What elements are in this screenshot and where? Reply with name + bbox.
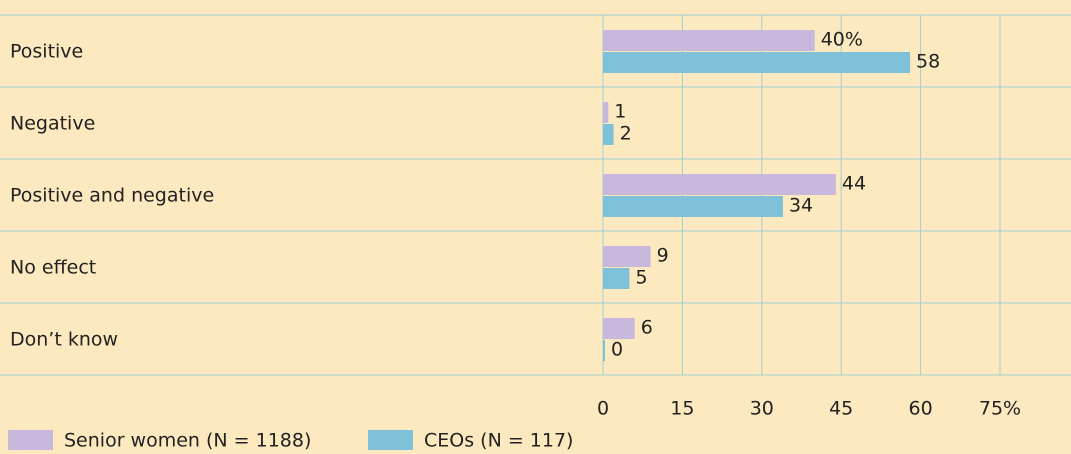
- bar: [603, 52, 911, 73]
- bar: [603, 196, 783, 217]
- legend-label: Senior women (N = 1188): [64, 430, 311, 452]
- x-tick-label: 60: [909, 398, 933, 420]
- bar: [603, 174, 836, 195]
- bar: [603, 246, 651, 267]
- legend-swatch: [8, 430, 53, 450]
- bar: [603, 124, 614, 145]
- x-tick-label: 15: [670, 398, 694, 420]
- bar: [603, 30, 815, 51]
- x-tick-label: 0: [597, 398, 609, 420]
- category-label: Positive: [10, 41, 83, 63]
- value-label: 2: [620, 123, 632, 145]
- value-label: 34: [789, 195, 813, 217]
- x-tick-label: 45: [829, 398, 853, 420]
- x-tick-label: 30: [750, 398, 774, 420]
- value-label: 1: [614, 101, 626, 123]
- value-label: 5: [635, 267, 647, 289]
- value-label: 40%: [821, 29, 863, 51]
- value-label: 6: [641, 317, 653, 339]
- value-label: 0: [611, 339, 623, 361]
- category-label: Negative: [10, 113, 95, 135]
- category-label: Don’t know: [10, 329, 118, 351]
- bar: [603, 318, 635, 339]
- value-label: 44: [842, 173, 866, 195]
- value-label: 9: [657, 245, 669, 267]
- bar: [603, 268, 630, 289]
- category-label: Positive and negative: [10, 185, 214, 207]
- legend-label: CEOs (N = 117): [424, 430, 573, 452]
- bar: [603, 340, 605, 361]
- x-tick-label: 75%: [979, 398, 1021, 420]
- bar: [603, 102, 609, 123]
- value-label: 58: [916, 51, 940, 73]
- category-label: No effect: [10, 257, 96, 279]
- legend-swatch: [368, 430, 413, 450]
